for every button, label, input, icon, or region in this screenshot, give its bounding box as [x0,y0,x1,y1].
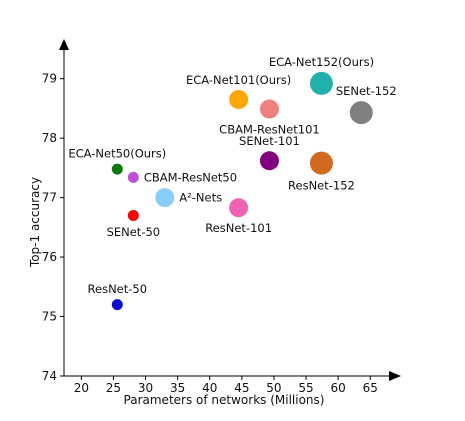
label-eca-net50-ours: ECA-Net50(Ours) [68,147,166,161]
y-axis-label: Top-1 accuracy [28,177,42,268]
x-tick-label: 20 [74,381,89,395]
x-tick-label: 50 [266,381,281,395]
label-senet-101: SENet-101 [239,134,300,148]
x-tick-label: 65 [363,381,378,395]
data-points [111,71,373,311]
y-tick-label: 76 [42,250,57,264]
point-eca-net50-ours [111,163,123,175]
axes: 20 25 30 35 40 45 50 55 60 65 74 75 76 77 78 79 [42,39,401,395]
x-tick-label: 25 [106,381,121,395]
label-cbam-resnet101: CBAM-ResNet101 [219,123,320,137]
point-eca-net152-ours [309,71,333,95]
point-labels: ResNet-50 SENet-50 ECA-Net50(Ours) CBAM-Res… [68,55,396,296]
label-senet-152: SENet-152 [336,84,397,98]
x-axis-arrow [389,371,401,381]
point-cbam-resnet101 [259,99,279,119]
y-axis-arrow [59,39,69,50]
y-tick-label: 74 [42,369,57,383]
label-cbam-resnet50: CBAM-ResNet50 [144,170,237,184]
x-tick-label: 45 [234,381,249,395]
y-tick-label: 77 [42,191,57,205]
point-eca-net101-ours [229,89,249,109]
point-senet-152 [349,101,373,125]
point-resnet-152 [309,151,333,175]
point-a-nets [155,188,175,208]
point-senet-50 [127,209,139,221]
label-a-nets: A²-Nets [179,191,222,205]
y-tick-label: 79 [42,72,57,86]
label-resnet-152: ResNet-152 [288,179,355,193]
point-senet-101 [259,151,279,171]
point-resnet-101 [229,198,249,218]
x-tick-label: 35 [170,381,185,395]
point-cbam-resnet50 [127,171,139,183]
x-tick-label: 55 [298,381,313,395]
label-resnet-101: ResNet-101 [205,221,272,235]
label-eca-net152-ours: ECA-Net152(Ours) [269,55,374,69]
y-tick-label: 75 [42,310,57,324]
label-eca-net101-ours: ECA-Net101(Ours) [186,73,291,87]
point-resnet-50 [111,299,123,311]
x-tick-label: 30 [138,381,153,395]
label-senet-50: SENet-50 [107,225,161,239]
x-tick-label: 40 [202,381,217,395]
x-axis-label: Parameters of networks (Millions) [124,393,325,407]
x-tick-label: 60 [330,381,345,395]
label-resnet-50: ResNet-50 [88,282,148,296]
y-tick-label: 78 [42,131,57,145]
